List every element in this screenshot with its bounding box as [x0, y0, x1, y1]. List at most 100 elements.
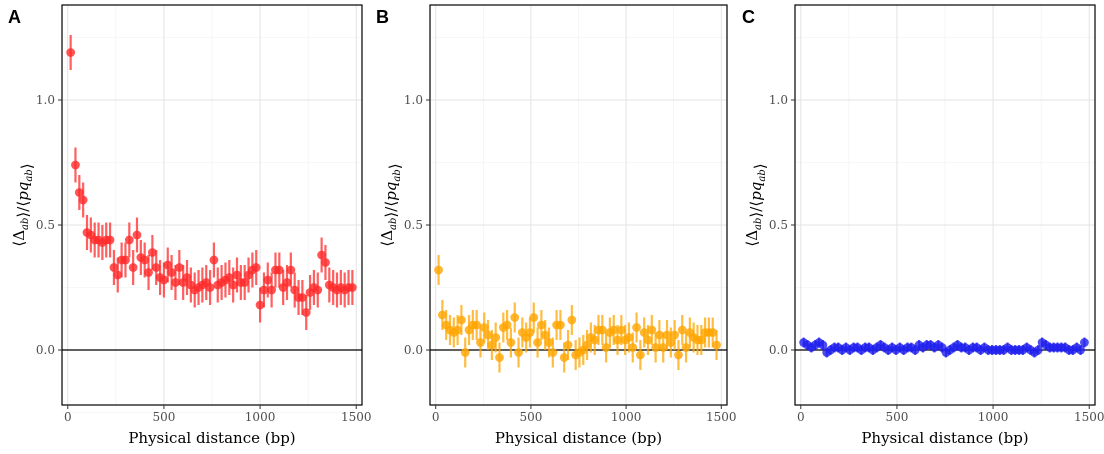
- data-point: [163, 260, 173, 270]
- data-point: [224, 273, 234, 282]
- data-point: [321, 258, 330, 267]
- data-point: [78, 195, 88, 205]
- data-point: [286, 265, 296, 275]
- data-point: [140, 255, 150, 265]
- y-label-part: ⟨: [14, 201, 32, 207]
- data-point: [696, 335, 706, 345]
- panel-border: [61, 4, 363, 406]
- panel-a: 0 500 1000 1500 0.0 0.5 1.0 Physical distance (…: [8, 4, 372, 447]
- y-label-part: /: [382, 206, 400, 212]
- y-label-subscript: ab: [392, 169, 403, 181]
- x-tick-label: 1500: [341, 410, 372, 424]
- data-point: [259, 285, 269, 295]
- data-point: [708, 328, 718, 337]
- data-point: [457, 315, 466, 325]
- data-point: [590, 335, 600, 345]
- data-point: [506, 338, 516, 347]
- data-point: [529, 313, 539, 322]
- y-label-part: Δ: [743, 230, 761, 241]
- x-tick-label: 1500: [706, 410, 737, 424]
- panel-label: A: [8, 7, 21, 27]
- x-tick-label: 500: [519, 410, 542, 424]
- y-label-part: ⟨: [378, 241, 396, 247]
- data-point: [105, 235, 115, 245]
- data-point: [651, 343, 661, 352]
- data-point: [434, 265, 443, 275]
- data-point: [502, 320, 512, 330]
- data-point: [297, 293, 307, 302]
- panel-b: 0 500 1000 1500 0.0 0.5 1.0 Physical distance (…: [376, 4, 737, 447]
- data-point: [159, 275, 169, 285]
- data-point: [240, 278, 250, 287]
- data-point: [479, 323, 489, 332]
- data-point: [274, 265, 284, 275]
- y-label-subscript: ab: [388, 218, 399, 230]
- data-point: [205, 283, 215, 292]
- y-tick-label: 1.0: [36, 93, 55, 107]
- y-tick-label: 1.0: [404, 93, 423, 107]
- data-point: [635, 350, 645, 360]
- data-point: [666, 338, 676, 347]
- data-point: [559, 353, 569, 362]
- panel-label: B: [376, 7, 389, 27]
- data-point: [124, 235, 134, 245]
- y-label-subscript: ab: [757, 169, 768, 181]
- data-point: [71, 160, 80, 170]
- data-point: [182, 273, 192, 282]
- data-point: [209, 255, 219, 265]
- x-tick-label: 500: [885, 410, 908, 424]
- data-point: [818, 340, 828, 350]
- data-point: [301, 308, 311, 317]
- data-point: [597, 325, 607, 335]
- y-label-part: ⟩: [382, 212, 400, 218]
- data-point: [147, 248, 157, 257]
- y-label-part: ⟨: [743, 241, 761, 247]
- y-tick-label: 0.0: [404, 343, 423, 357]
- data-point: [113, 270, 123, 280]
- data-point: [491, 333, 501, 342]
- y-tick-label: 0.5: [36, 218, 55, 232]
- data-point: [66, 48, 76, 57]
- data-point: [712, 340, 721, 350]
- x-axis-title: Physical distance (bp): [495, 429, 662, 447]
- y-label-part: ⟩: [747, 212, 765, 218]
- data-point: [174, 263, 184, 272]
- y-label-part: /: [747, 206, 765, 212]
- data-point: [1076, 345, 1085, 355]
- data-point: [677, 325, 687, 335]
- data-point: [453, 325, 463, 335]
- data-point: [639, 328, 649, 337]
- data-point: [643, 335, 653, 345]
- data-point: [232, 270, 242, 280]
- data-point: [533, 338, 542, 347]
- x-axis-title: Physical distance (bp): [861, 429, 1028, 447]
- data-point: [476, 338, 485, 347]
- data-point: [1033, 345, 1043, 355]
- y-axis-title: ⟨Δab⟩/⟨pqab⟩: [378, 163, 404, 246]
- panel-border: [794, 4, 1096, 406]
- data-point: [624, 333, 634, 342]
- data-point: [347, 283, 357, 292]
- x-tick-label: 1500: [1074, 410, 1104, 424]
- y-label-part: ⟨: [747, 201, 765, 207]
- data-point: [290, 285, 300, 295]
- y-label-part: ⟩: [18, 163, 36, 169]
- data-point: [317, 250, 327, 260]
- y-axis-title: ⟨Δab⟩/⟨pqab⟩: [10, 163, 36, 246]
- data-point: [613, 335, 622, 345]
- data-point: [460, 348, 470, 357]
- y-label-subscript: ab: [20, 218, 31, 230]
- x-tick-label: 0: [432, 410, 440, 424]
- data-point: [167, 268, 177, 277]
- data-point: [487, 340, 497, 350]
- data-point: [1080, 338, 1089, 347]
- data-point: [109, 263, 119, 272]
- panel-border: [429, 4, 728, 406]
- data-point: [228, 280, 238, 290]
- data-point: [628, 343, 638, 352]
- data-point: [132, 230, 142, 240]
- data-point: [313, 285, 323, 295]
- y-label-part: Δ: [378, 230, 396, 241]
- x-tick-label: 500: [152, 410, 175, 424]
